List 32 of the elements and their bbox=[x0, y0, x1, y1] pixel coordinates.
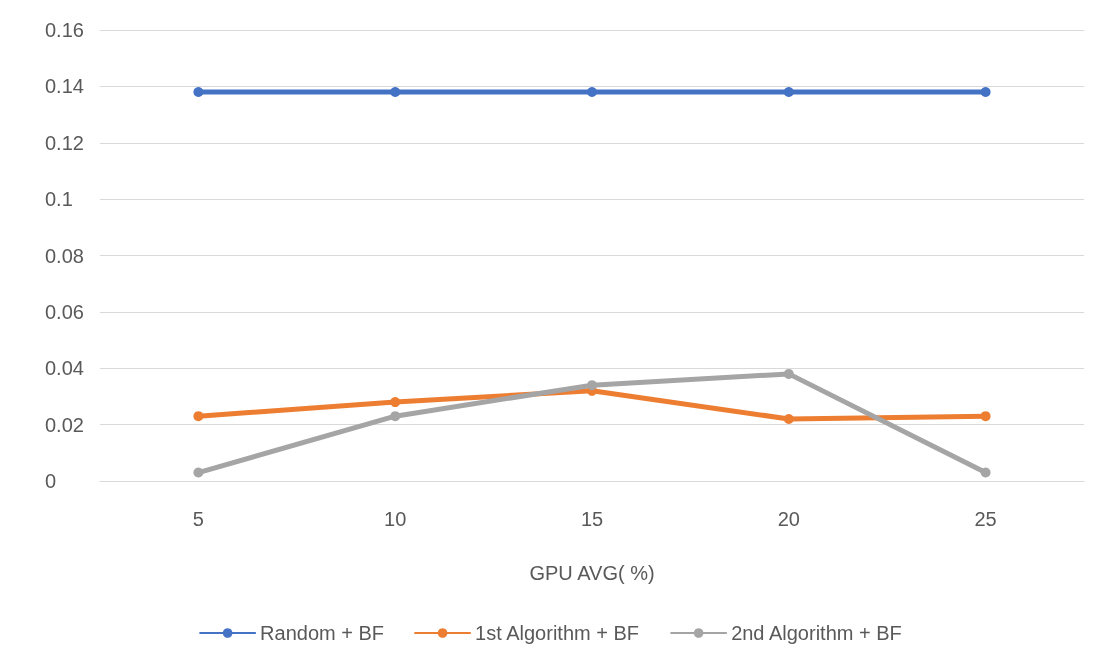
y-tick-label: 0.1 bbox=[45, 188, 73, 211]
point bbox=[390, 397, 401, 408]
point bbox=[980, 87, 991, 98]
point bbox=[980, 411, 991, 422]
y-tick-label: 0.12 bbox=[45, 131, 84, 154]
point bbox=[193, 87, 204, 98]
point bbox=[193, 411, 204, 422]
y-tick-label: 0.06 bbox=[45, 300, 84, 323]
point bbox=[783, 87, 794, 98]
point bbox=[390, 87, 401, 98]
y-tick-label: 0.14 bbox=[45, 75, 84, 98]
y-tick-label: 0.04 bbox=[45, 357, 84, 380]
y-tick-label: 0.08 bbox=[45, 244, 84, 267]
legend-label: 2nd Algorithm + BF bbox=[731, 622, 902, 644]
x-tick-label: 20 bbox=[777, 508, 800, 530]
legend-label: 1st Algorithm + BF bbox=[475, 622, 640, 644]
x-tick-label: 5 bbox=[192, 508, 204, 530]
legend-label: Random + BF bbox=[260, 622, 385, 644]
point bbox=[587, 380, 597, 391]
x-tick-label: 15 bbox=[580, 508, 604, 530]
y-tick-label: 0.16 bbox=[45, 19, 84, 41]
x-axis-title: GPU AVG( %) bbox=[529, 562, 655, 584]
point bbox=[783, 413, 794, 424]
x-tick-label: 10 bbox=[384, 508, 407, 530]
point bbox=[783, 368, 794, 379]
point bbox=[390, 411, 401, 422]
y-tick-label: 0 bbox=[45, 470, 57, 492]
point bbox=[980, 467, 991, 478]
point bbox=[193, 467, 204, 478]
x-tick-label: 25 bbox=[974, 508, 997, 530]
point bbox=[587, 87, 597, 98]
y-tick-label: 0.02 bbox=[45, 413, 84, 436]
